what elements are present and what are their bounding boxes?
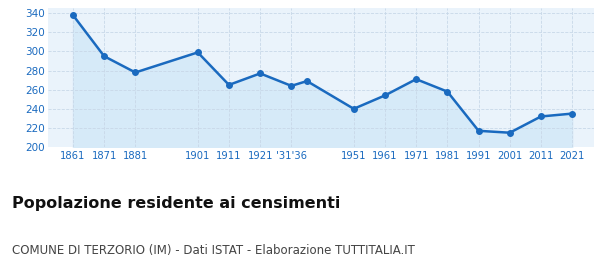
Text: COMUNE DI TERZORIO (IM) - Dati ISTAT - Elaborazione TUTTITALIA.IT: COMUNE DI TERZORIO (IM) - Dati ISTAT - E… <box>12 244 415 256</box>
Text: Popolazione residente ai censimenti: Popolazione residente ai censimenti <box>12 196 340 211</box>
